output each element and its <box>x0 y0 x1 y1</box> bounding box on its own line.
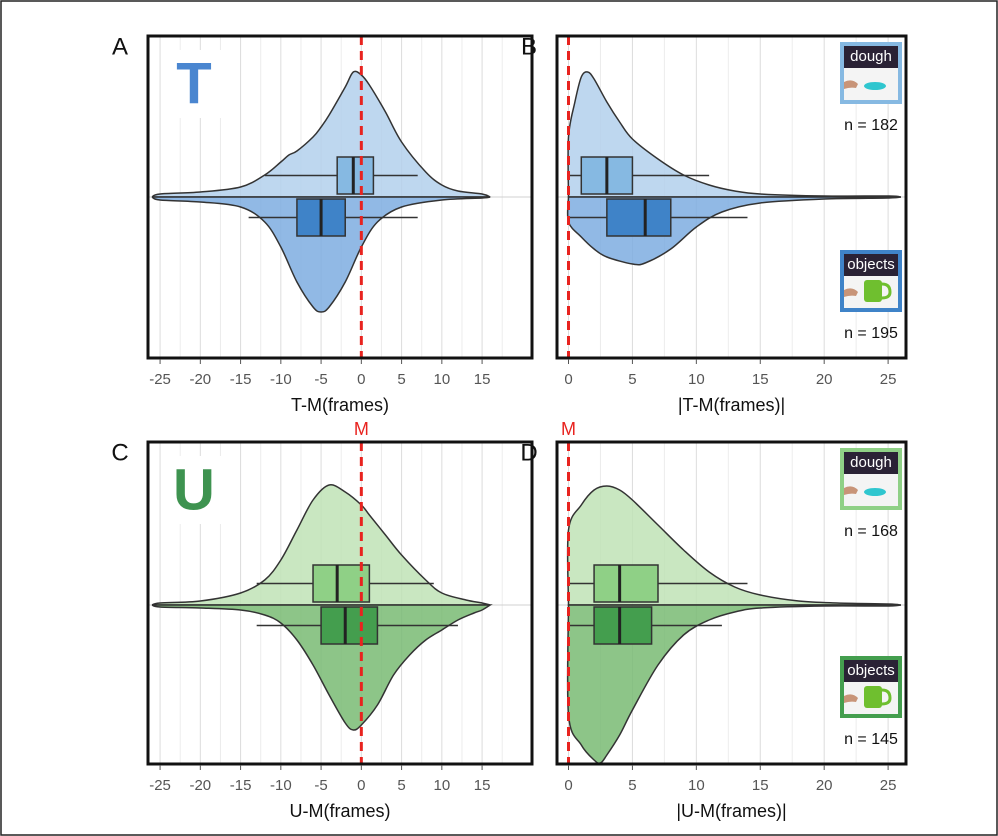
violin <box>151 196 491 313</box>
x-tick-label: 5 <box>397 777 405 794</box>
box <box>593 606 653 645</box>
box <box>606 198 672 237</box>
big-letter: U <box>173 457 215 522</box>
box <box>593 564 659 603</box>
sample-size: n = 145 <box>844 731 898 748</box>
inset-hand <box>844 486 858 495</box>
x-tick-label: 15 <box>474 371 491 388</box>
x-tick-label: 5 <box>397 371 405 388</box>
plot-frame <box>146 440 534 766</box>
sample-size: n = 182 <box>844 117 898 134</box>
x-tick-label: 25 <box>880 777 897 794</box>
panel-label: D <box>520 439 537 466</box>
x-tick-label: 5 <box>628 777 636 794</box>
box <box>336 156 375 195</box>
violin <box>151 70 491 198</box>
x-tick-label: -25 <box>149 371 171 388</box>
inset-label: dough <box>850 454 892 471</box>
box <box>320 606 379 645</box>
x-tick-label: -5 <box>314 777 327 794</box>
x-tick-label: -15 <box>230 777 252 794</box>
inset-band <box>844 46 898 68</box>
letter-backdrop <box>164 456 224 524</box>
inset-band <box>844 452 898 474</box>
x-tick-label: 0 <box>564 777 572 794</box>
x-axis-label: T-M(frames) <box>291 395 389 415</box>
x-tick-label: -25 <box>149 777 171 794</box>
x-tick-label: -20 <box>189 371 211 388</box>
panel-label: C <box>111 439 128 466</box>
inset-dough <box>864 82 886 90</box>
letter-backdrop <box>164 50 224 118</box>
x-tick-label: 10 <box>433 371 450 388</box>
inset-label: objects <box>847 256 895 273</box>
x-tick-label: 0 <box>564 371 572 388</box>
plot-area <box>557 36 906 358</box>
inset-hand <box>844 80 858 89</box>
x-tick-label: -5 <box>314 371 327 388</box>
x-tick-label: 15 <box>752 371 769 388</box>
x-tick-label: 10 <box>688 777 705 794</box>
violin <box>151 604 493 731</box>
inset-label: objects <box>847 662 895 679</box>
x-tick-label: 10 <box>433 777 450 794</box>
x-tick-label: 20 <box>816 371 833 388</box>
x-tick-label: 10 <box>688 371 705 388</box>
x-tick-label: 15 <box>474 777 491 794</box>
sample-size: n = 168 <box>844 523 898 540</box>
inset-mug-handle <box>881 282 892 300</box>
big-letter: T <box>176 51 211 116</box>
inset-mug-handle <box>881 688 892 706</box>
inset-hand <box>844 694 858 703</box>
x-axis-label: |T-M(frames)| <box>678 395 785 415</box>
panel-label: A <box>112 33 128 60</box>
inset-band <box>844 660 898 682</box>
x-tick-label: 20 <box>816 777 833 794</box>
x-axis-label: |U-M(frames)| <box>676 801 786 821</box>
plot-frame <box>555 34 908 360</box>
plot-area <box>148 36 532 358</box>
sample-size: n = 195 <box>844 325 898 342</box>
reference-label: M <box>354 419 369 439</box>
x-tick-label: 25 <box>880 371 897 388</box>
violin <box>567 71 901 198</box>
plot-area <box>148 442 532 764</box>
inset-band <box>844 254 898 276</box>
inset-mug <box>864 280 882 302</box>
plot-frame <box>555 440 908 766</box>
plot-frame <box>146 34 534 360</box>
x-tick-label: -10 <box>270 371 292 388</box>
x-tick-label: -20 <box>189 777 211 794</box>
inset-mug <box>864 686 882 708</box>
x-tick-label: -10 <box>270 777 292 794</box>
x-tick-label: -15 <box>230 371 252 388</box>
reference-label: M <box>561 419 576 439</box>
x-tick-label: 5 <box>628 371 636 388</box>
inset-label: dough <box>850 48 892 65</box>
inset-hand <box>844 288 858 297</box>
violin <box>151 484 491 606</box>
inset-dough <box>864 488 886 496</box>
x-tick-label: 0 <box>357 777 365 794</box>
x-tick-label: 15 <box>752 777 769 794</box>
x-axis-label: U-M(frames) <box>290 801 391 821</box>
panel-label: B <box>521 33 537 60</box>
x-tick-label: 0 <box>357 371 365 388</box>
